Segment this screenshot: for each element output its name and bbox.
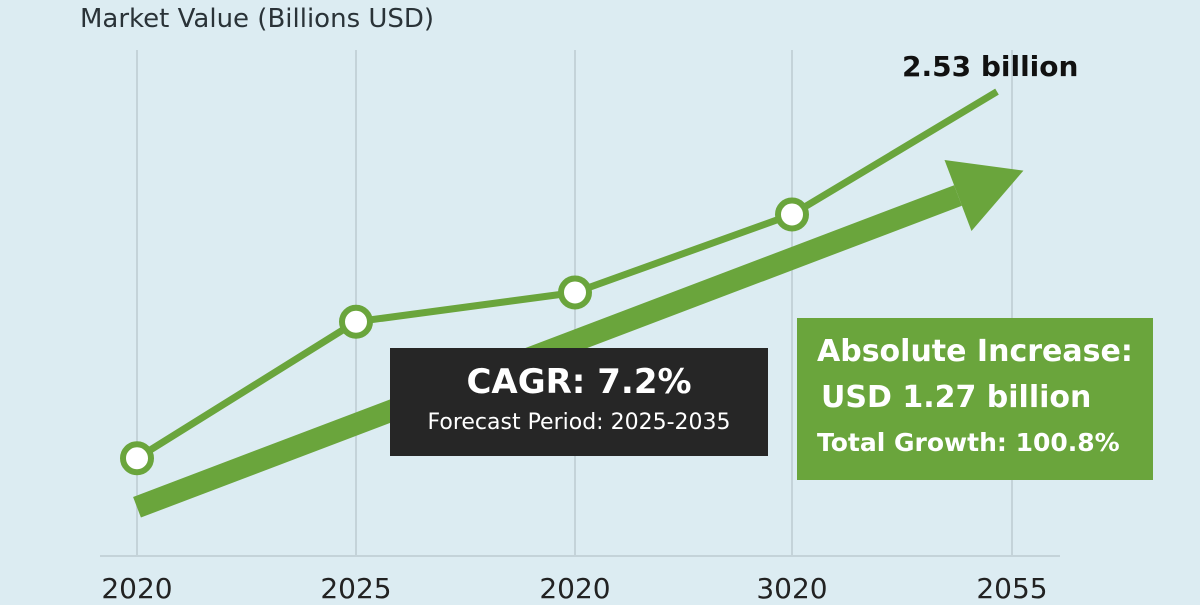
trend-arrow-head (944, 159, 1024, 232)
x-tick-label-2: 2020 (539, 572, 611, 605)
absolute-increase-title: Absolute Increase: (817, 334, 1133, 369)
end-value-label: 2.53 billion (902, 50, 1079, 83)
x-tick-label-1: 2025 (320, 572, 392, 605)
cagr-text: CAGR: 7.2% (466, 362, 692, 402)
data-point-2 (558, 275, 592, 310)
absolute-increase-value: USD 1.27 billion (821, 380, 1092, 415)
absolute-increase-box: Absolute Increase: USD 1.27 billion Tota… (797, 318, 1153, 480)
data-point-0 (120, 441, 154, 476)
data-point-1 (339, 304, 373, 339)
forecast-period-text: Forecast Period: 2025-2035 (427, 410, 731, 435)
x-tick-label-4: 2055 (976, 572, 1048, 605)
y-axis-label: Market Value (Billions USD) (80, 4, 435, 34)
data-point-3 (775, 197, 809, 232)
x-tick-label-3: 3020 (756, 572, 828, 605)
total-growth-text: Total Growth: 100.8% (817, 428, 1120, 457)
x-tick-label-0: 2020 (101, 572, 173, 605)
cagr-box: CAGR: 7.2% Forecast Period: 2025-2035 (390, 348, 768, 456)
